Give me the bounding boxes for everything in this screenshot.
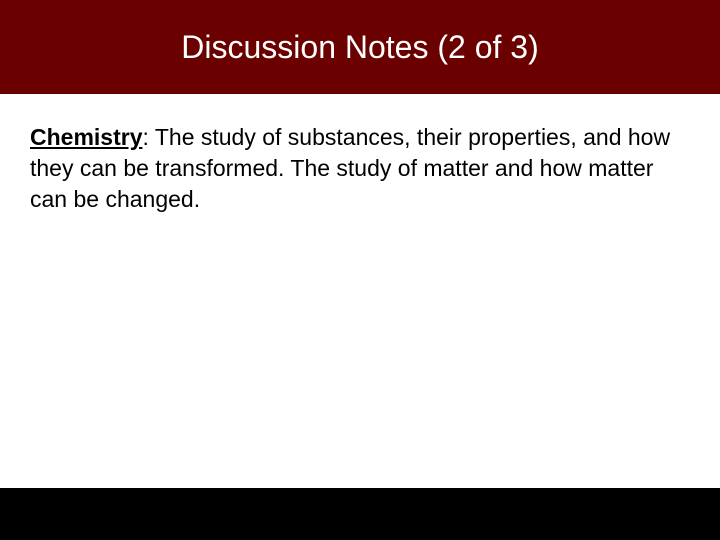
definition-block: Chemistry: The study of substances, thei…: [30, 122, 690, 215]
slide-container: Discussion Notes (2 of 3) Chemistry: The…: [0, 0, 720, 540]
footer-bar: [0, 488, 720, 540]
header-bar: Discussion Notes (2 of 3): [0, 0, 720, 94]
definition-term: Chemistry: [30, 124, 142, 150]
slide-title: Discussion Notes (2 of 3): [181, 29, 538, 66]
content-area: Chemistry: The study of substances, thei…: [0, 94, 720, 488]
